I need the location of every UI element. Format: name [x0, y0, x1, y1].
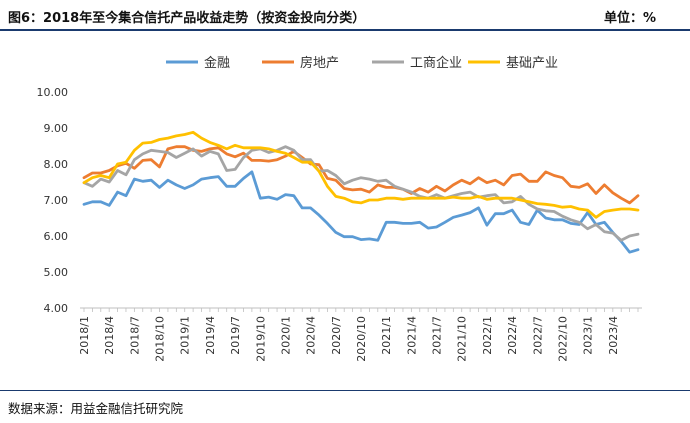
footer-rule: [0, 390, 690, 391]
x-tick-label: 2019/1: [179, 316, 192, 355]
x-tick-label: 2020/10: [355, 316, 368, 362]
legend-label: 基础产业: [506, 56, 558, 71]
series-line: [82, 130, 640, 219]
y-tick-label: 10.00: [37, 86, 69, 99]
line-chart: 金融 房地产 工商企业 基础产业 4.00 5.00 6.00 7.00 8.00 9.00 10…: [37, 55, 642, 362]
x-tick-label: 2023/1: [582, 316, 595, 355]
series-line: [82, 170, 640, 254]
x-tick-label: 2022/7: [531, 316, 544, 355]
header-rule: [0, 29, 690, 31]
y-tick-label: 6.00: [44, 230, 69, 243]
x-tick-label: 2018/4: [103, 316, 116, 355]
x-axis: 2018/1 2018/4 2018/7 2018/10 2019/1 2019/4 201…: [78, 307, 642, 362]
chart-header: 图6：2018年至今集合信托产品收益走势（按资金投向分类） 单位：%: [0, 0, 690, 30]
y-tick-label: 7.00: [44, 194, 69, 207]
x-tick-label: 2020/4: [305, 316, 318, 355]
chart-legend: 金融 房地产 工商企业 基础产业: [166, 55, 558, 71]
x-tick-label: 2018/10: [154, 316, 167, 362]
unit-label: 单位：%: [603, 11, 656, 26]
legend-label: 金融: [204, 55, 230, 71]
x-tick-label: 2022/1: [481, 316, 494, 355]
x-tick-label: 2021/1: [380, 316, 393, 355]
x-tick-label: 2019/10: [254, 316, 267, 362]
x-tick-label: 2020/7: [330, 316, 343, 355]
x-tick-label: 2018/1: [78, 316, 91, 355]
x-tick-label: 2019/4: [204, 316, 217, 355]
y-tick-label: 5.00: [44, 266, 69, 279]
legend-label: 工商企业: [410, 55, 462, 71]
x-tick-label: 2020/1: [279, 316, 292, 355]
series-line: [82, 145, 640, 205]
series-line: [82, 145, 640, 242]
y-tick-label: 9.00: [44, 122, 69, 135]
x-tick-label: 2021/10: [456, 316, 469, 362]
y-tick-label: 8.00: [44, 158, 69, 171]
x-tick-label: 2022/10: [556, 316, 569, 362]
y-tick-label: 4.00: [44, 302, 69, 315]
x-tick-label: 2022/4: [506, 316, 519, 355]
series-lines: [82, 130, 640, 254]
x-tick-label: 2018/7: [128, 316, 141, 355]
y-axis: 4.00 5.00 6.00 7.00 8.00 9.00 10.00: [37, 86, 69, 315]
x-tick-label: 2021/7: [431, 316, 444, 355]
chart-title: 图6：2018年至今集合信托产品收益走势（按资金投向分类）: [8, 11, 366, 26]
x-tick-label: 2019/7: [229, 316, 242, 355]
x-tick-label: 2021/4: [405, 316, 418, 355]
x-tick-label: 2023/4: [607, 316, 620, 355]
legend-label: 房地产: [300, 55, 339, 71]
data-source: 数据来源：用益金融信托研究院: [8, 401, 184, 416]
